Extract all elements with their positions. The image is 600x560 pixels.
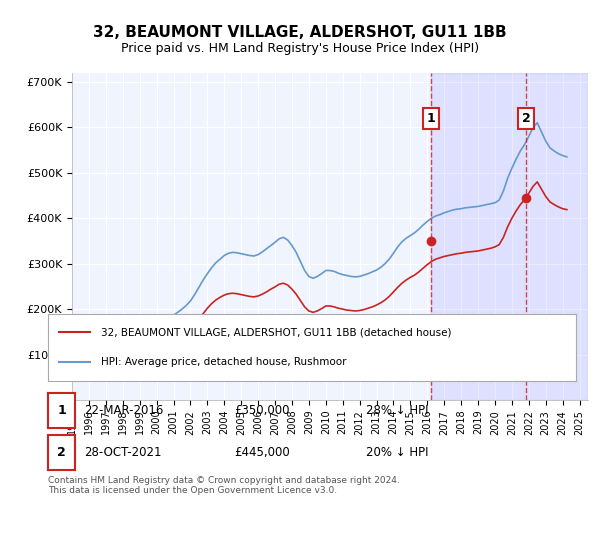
Text: £350,000: £350,000 bbox=[234, 404, 290, 417]
Text: HPI: Average price, detached house, Rushmoor: HPI: Average price, detached house, Rush… bbox=[101, 357, 346, 367]
Text: 20% ↓ HPI: 20% ↓ HPI bbox=[366, 446, 428, 459]
Text: 1: 1 bbox=[427, 112, 436, 125]
Text: 1: 1 bbox=[57, 404, 66, 417]
Text: 2: 2 bbox=[521, 112, 530, 125]
Text: 28-OCT-2021: 28-OCT-2021 bbox=[84, 446, 161, 459]
Text: 32, BEAUMONT VILLAGE, ALDERSHOT, GU11 1BB (detached house): 32, BEAUMONT VILLAGE, ALDERSHOT, GU11 1B… bbox=[101, 328, 451, 338]
Bar bbox=[431, 73, 588, 400]
Text: Contains HM Land Registry data © Crown copyright and database right 2024.
This d: Contains HM Land Registry data © Crown c… bbox=[48, 476, 400, 496]
Text: Price paid vs. HM Land Registry's House Price Index (HPI): Price paid vs. HM Land Registry's House … bbox=[121, 42, 479, 55]
Text: 2: 2 bbox=[57, 446, 66, 459]
Text: 22-MAR-2016: 22-MAR-2016 bbox=[84, 404, 163, 417]
Text: 32, BEAUMONT VILLAGE, ALDERSHOT, GU11 1BB: 32, BEAUMONT VILLAGE, ALDERSHOT, GU11 1B… bbox=[93, 25, 507, 40]
Text: 28% ↓ HPI: 28% ↓ HPI bbox=[366, 404, 428, 417]
Text: £445,000: £445,000 bbox=[234, 446, 290, 459]
